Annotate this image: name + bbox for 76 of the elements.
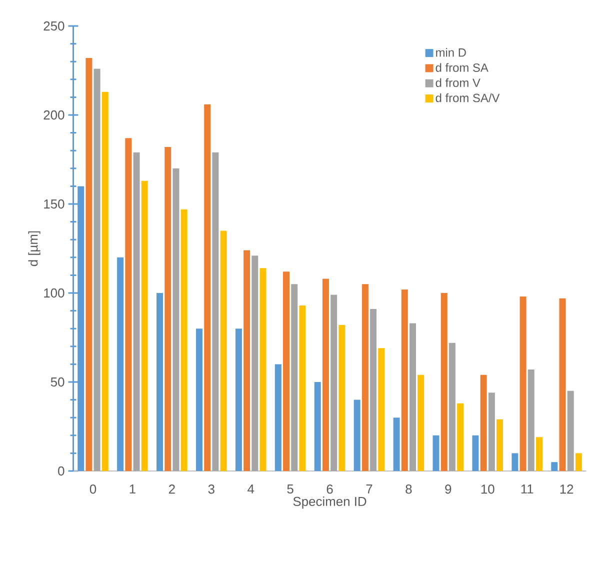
x-tick-label: 5 (287, 484, 294, 494)
y-tick-label: 150 (44, 199, 64, 209)
x-tick-label: 9 (445, 484, 452, 494)
bar (244, 250, 250, 471)
bar (528, 370, 534, 471)
y-tick-label: 250 (44, 21, 64, 31)
bar (559, 298, 566, 471)
bar (330, 294, 338, 471)
bar (299, 305, 306, 471)
x-tick-label: 2 (168, 484, 175, 494)
bar (94, 68, 100, 471)
x-tick-label: 12 (560, 484, 574, 494)
bar (567, 390, 574, 471)
y-axis-title: d [µm] (28, 231, 40, 266)
bar (212, 152, 219, 471)
x-tick-label: 1 (130, 484, 136, 494)
bar (472, 435, 479, 471)
bar (141, 180, 148, 471)
bar (274, 364, 282, 471)
bar (457, 403, 464, 471)
bar (220, 230, 227, 471)
bar (480, 374, 487, 471)
bar (260, 268, 266, 471)
bar (401, 289, 408, 471)
bar (418, 374, 424, 471)
bar (440, 292, 448, 471)
bar (252, 256, 258, 471)
bar (362, 284, 368, 471)
bar (235, 328, 242, 471)
bar (133, 152, 140, 471)
x-tick-label: 8 (406, 484, 412, 494)
bar (102, 92, 108, 471)
bar (86, 58, 92, 471)
legend-label: d from V (436, 78, 480, 88)
bar (354, 400, 360, 471)
bar (196, 328, 202, 471)
x-tick-label: 6 (326, 484, 333, 494)
x-axis-title: Specimen ID (293, 496, 366, 509)
bar (488, 392, 495, 471)
legend-label: min D (436, 48, 466, 57)
bar (512, 453, 518, 471)
bar (432, 435, 440, 471)
bar (322, 278, 329, 471)
bar (496, 419, 504, 471)
x-tick-label: 10 (481, 484, 494, 494)
y-tick-label: 0 (58, 466, 64, 476)
bar (338, 325, 346, 471)
legend-label: d from SA/V (436, 93, 500, 102)
x-tick-label: 7 (366, 484, 372, 494)
bar (204, 104, 211, 471)
bar (314, 382, 321, 471)
y-tick-label: 100 (44, 288, 64, 298)
bar (283, 272, 290, 471)
bar (409, 323, 416, 471)
x-tick-label: 3 (208, 484, 214, 494)
x-tick-label: 0 (90, 484, 96, 494)
bar (551, 462, 558, 471)
x-tick-label: 11 (521, 484, 534, 494)
legend-label: d from SA (436, 63, 488, 72)
bar (164, 147, 172, 471)
x-tick-label: 4 (248, 484, 254, 494)
y-tick-label: 50 (50, 377, 64, 387)
bar (172, 168, 180, 471)
bar (180, 209, 188, 471)
bar (156, 292, 164, 471)
bar (117, 257, 124, 471)
bar (536, 437, 542, 471)
bar (575, 453, 582, 471)
bar (370, 309, 377, 471)
bar (125, 138, 132, 471)
bar (520, 296, 526, 471)
bar (393, 418, 400, 471)
bar (291, 284, 298, 471)
y-tick-label: 200 (44, 110, 64, 120)
bar (448, 342, 456, 471)
bar (378, 348, 385, 471)
